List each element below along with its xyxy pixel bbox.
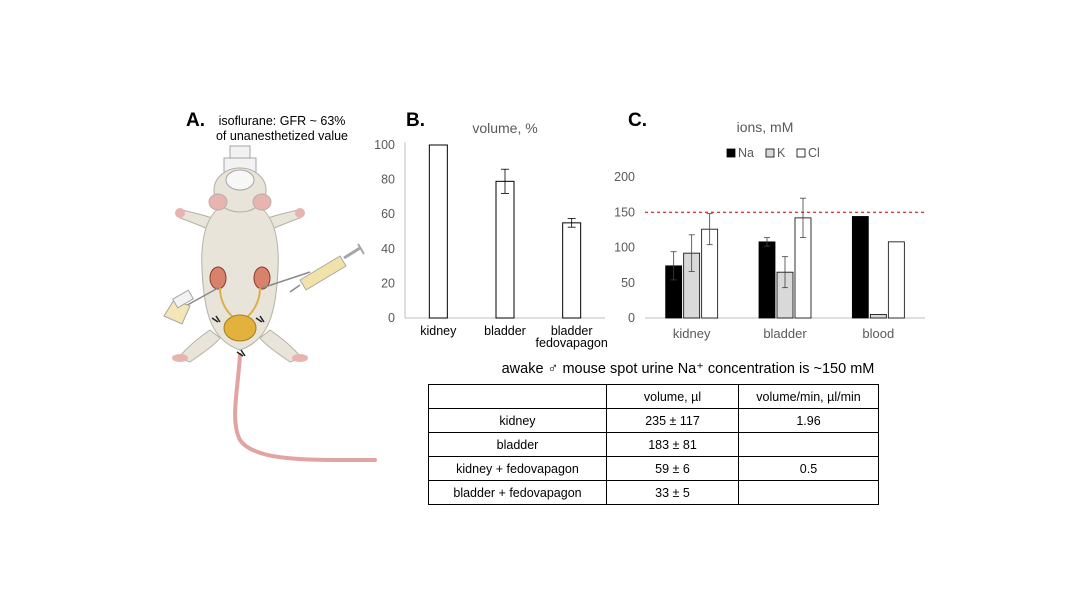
- table-cell: [738, 432, 879, 457]
- y-tick-label: 200: [614, 170, 635, 184]
- bar: [851, 216, 869, 319]
- y-tick-label: 40: [381, 242, 395, 256]
- table-row: bladder + fedovapagon 33 ± 5: [428, 480, 879, 505]
- bar: [887, 241, 905, 319]
- table-cell: kidney: [428, 408, 607, 433]
- table-cell: kidney + fedovapagon: [428, 456, 607, 481]
- table-cell: 0.5: [738, 456, 879, 481]
- syringe-icon: [289, 243, 365, 293]
- panel-a-letter: A.: [186, 110, 205, 131]
- legend-label: K: [777, 146, 786, 160]
- collection-tube-icon: [163, 289, 194, 325]
- y-tick-label: 60: [381, 207, 395, 221]
- bar: [428, 144, 448, 319]
- table-header-cell: volume/min, µl/min: [738, 384, 879, 409]
- y-tick-label: 80: [381, 173, 395, 187]
- panel-b-letter: B.: [406, 110, 425, 131]
- table-row: kidney + fedovapagon 59 ± 6 0.5: [428, 456, 879, 481]
- table-header-row: volume, µl volume/min, µl/min: [428, 384, 879, 409]
- kidney-right: [253, 266, 271, 290]
- mouse-hind-leg-left: [177, 329, 221, 363]
- y-tick-label: 150: [614, 205, 635, 219]
- legend-label: Na: [738, 146, 754, 160]
- bar: [495, 180, 515, 319]
- isoflurane-note-line1: isoflurane: GFR ~ 63%: [218, 114, 346, 128]
- mouse-hind-leg-right: [259, 329, 303, 363]
- table-cell: 235 ± 117: [606, 408, 739, 433]
- table-row: kidney 235 ± 117 1.96: [428, 408, 879, 433]
- legend-swatch: [765, 148, 775, 158]
- volume-table: volume, µl volume/min, µl/min kidney 235…: [428, 384, 879, 505]
- y-tick-label: 0: [628, 311, 635, 325]
- mouse-tail: [233, 353, 377, 463]
- volume-bar-chart: volume, % 0 20 40 60 80 100 kidney bladder bladde…: [374, 120, 608, 350]
- mouse-body: [201, 199, 279, 351]
- panel-c-letter: C.: [628, 110, 647, 131]
- isoflurane-note: isoflurane: GFR ~ 63% of unanesthetized …: [212, 114, 352, 144]
- bar: [562, 222, 582, 319]
- table-header-cell: [428, 384, 607, 409]
- x-tick-label: fedovapagon: [536, 336, 608, 350]
- bar: [869, 314, 887, 319]
- ions-bar-chart: ions, mM Na K Cl 0 50 100 150 200 kidney bladder bl…: [614, 119, 925, 341]
- table-cell: 1.96: [738, 408, 879, 433]
- y-tick-label: 20: [381, 276, 395, 290]
- legend-swatch: [796, 148, 806, 158]
- bar: [758, 241, 776, 319]
- table-cell: bladder + fedovapagon: [428, 480, 607, 505]
- table-cell: 183 ± 81: [606, 432, 739, 457]
- x-tick-label: blood: [862, 326, 894, 341]
- mouse-illustration: [163, 145, 377, 463]
- table-cell: 33 ± 5: [606, 480, 739, 505]
- x-tick-label: kidney: [673, 326, 711, 341]
- table-cell: [738, 480, 879, 505]
- y-tick-label: 100: [614, 241, 635, 255]
- table-cell: 59 ± 6: [606, 456, 739, 481]
- legend-label: Cl: [808, 146, 820, 160]
- x-tick-label: bladder: [763, 326, 807, 341]
- y-tick-label: 50: [621, 276, 635, 290]
- table-row: bladder 183 ± 81: [428, 432, 879, 457]
- kidney-left: [209, 266, 227, 290]
- y-tick-label: 100: [374, 138, 395, 152]
- legend-swatch: [726, 148, 736, 158]
- chart-title: volume, %: [472, 120, 537, 136]
- table-caption: awake ♂ mouse spot urine Na⁺ concentrati…: [501, 361, 875, 377]
- y-tick-label: 0: [388, 311, 395, 325]
- isoflurane-note-line2: of unanesthetized value: [215, 129, 349, 143]
- table-cell: bladder: [428, 432, 607, 457]
- bladder: [223, 314, 257, 342]
- x-tick-label: kidney: [420, 324, 457, 338]
- x-tick-label: bladder: [551, 324, 593, 338]
- chart-title: ions, mM: [737, 119, 794, 135]
- x-tick-label: bladder: [484, 324, 526, 338]
- table-header-cell: volume, µl: [606, 384, 739, 409]
